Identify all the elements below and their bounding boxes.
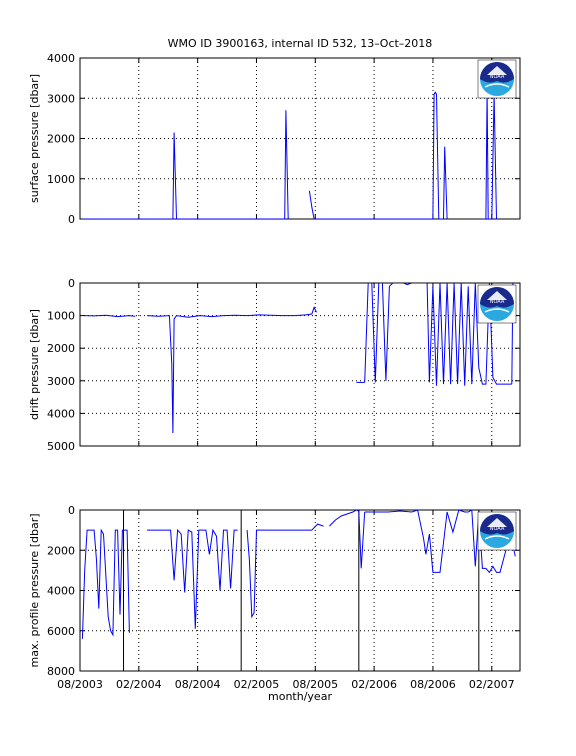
y-tick-label: 4000 [47,585,75,598]
series-line [246,523,324,619]
x-tick-label: 08/2006 [410,678,456,691]
x-tick-label: 08/2005 [292,678,338,691]
x-tick-label: 08/2004 [175,678,221,691]
y-tick-label: 2000 [47,133,75,146]
series-line [314,91,448,219]
x-tick-label: 08/2003 [57,678,103,691]
x-tick-label: 02/2005 [234,678,280,691]
series-line [282,110,289,219]
noaa-logo-text: NOAA [490,526,505,532]
series-line [364,510,516,574]
y-tick-label: 3000 [47,375,75,388]
y-tick-label: 6000 [47,625,75,638]
panels: 0 1000 2000 3000 4000 surface pressure [dbar]… [28,52,521,691]
panel-maxprofile: 08/2003 02/2004 08/2004 02/2005 08/2005 02/20… [28,504,521,691]
y-tick-label: 8000 [47,665,75,678]
y-tick-label: 2000 [47,342,75,355]
series-line [423,283,512,386]
y-axis-label: drift pressure [dbar] [28,309,41,420]
x-axis-label: month/year [268,690,332,703]
series-group [81,510,516,639]
series-line [329,510,366,569]
y-tick-label: 0 [68,504,75,517]
panel-surface: 0 1000 2000 3000 4000 surface pressure [dbar]… [28,52,521,226]
series-line [364,283,424,383]
series-line [308,190,315,219]
x-tick-label: 02/2006 [351,678,397,691]
y-tick-label: 0 [68,277,75,290]
y-tick-label: 2000 [47,544,75,557]
noaa-logo-text: NOAA [490,74,505,80]
noaa-logo-text: NOAA [490,299,505,305]
series-line [170,132,283,219]
chart-title: WMO ID 3900163, internal ID 532, 13–Oct–… [168,37,433,50]
y-axis-label: surface pressure [dbar] [28,74,41,203]
noaa-logo-icon: NOAA [477,284,517,324]
noaa-logo-icon: NOAA [477,59,517,99]
y-tick-label: 4000 [47,52,75,65]
series-line [84,314,136,318]
series-line [81,528,130,639]
y-tick-label: 3000 [47,92,75,105]
x-tick-label: 02/2004 [116,678,162,691]
y-tick-label: 0 [68,213,75,226]
y-tick-label: 5000 [47,440,75,453]
series-line [147,528,238,629]
y-tick-label: 1000 [47,310,75,323]
plot-frame [79,282,521,447]
y-axis-label: max. profile pressure [dbar] [28,513,41,667]
series-line [147,306,317,434]
x-tick-label: 02/2007 [469,678,515,691]
y-tick-label: 1000 [47,173,75,186]
noaa-logo-icon: NOAA [477,511,517,551]
y-tick-label: 4000 [47,407,75,420]
panel-drift: 0 1000 2000 3000 4000 5000 drift pressure [dba… [28,277,521,453]
